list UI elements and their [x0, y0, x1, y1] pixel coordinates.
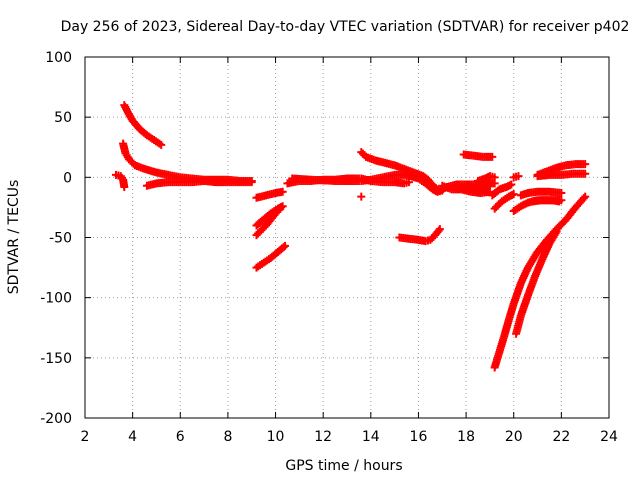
data-point: [157, 140, 166, 149]
data-point: [276, 204, 285, 213]
series-arc-4: [111, 170, 129, 191]
x-tick-label: 12: [314, 429, 332, 445]
x-axis-label: GPS time / hours: [285, 458, 402, 474]
x-tick-labels: 2 4 6 8 10 12 14 16 18 20 22 24: [81, 429, 618, 445]
data-point: [554, 197, 563, 206]
data-point: [281, 241, 290, 250]
x-tick-label: 4: [128, 429, 137, 445]
x-tick-label: 16: [410, 429, 428, 445]
y-tick-label: -100: [40, 291, 72, 307]
x-tick-label: 8: [223, 429, 232, 445]
series-arc-7: [252, 241, 290, 272]
data-point: [581, 192, 590, 201]
data-point: [507, 180, 516, 189]
series-arc-19: [459, 150, 497, 161]
data-point: [120, 182, 129, 191]
data-point: [581, 160, 590, 169]
x-tick-label: 2: [81, 429, 90, 445]
x-tick-label: 14: [362, 429, 380, 445]
y-axis-label: SDTVAR / TECUs: [6, 180, 22, 295]
x-tick-label: 22: [552, 429, 570, 445]
series-arc-8: [252, 187, 287, 202]
data-point: [485, 181, 494, 190]
data-point: [279, 243, 288, 252]
plot-frame: [84, 56, 610, 419]
data-point: [435, 225, 444, 234]
data-point: [581, 169, 590, 178]
data-point: [490, 173, 499, 182]
series-arc-28: [533, 169, 590, 181]
series-arc-18: [450, 181, 494, 194]
x-tick-label: 18: [457, 429, 475, 445]
x-tick-label: 10: [267, 429, 285, 445]
data-point: [579, 194, 588, 203]
series-arc-13: [357, 174, 413, 188]
data-point: [357, 192, 366, 201]
x-tick-label: 24: [600, 429, 618, 445]
series-arc-21: [488, 180, 516, 200]
series-arc-14: [357, 192, 366, 201]
y-tick-label: -150: [40, 351, 72, 367]
x-tick-label: 6: [176, 429, 185, 445]
data-point: [434, 226, 443, 235]
series-arc-20: [474, 172, 499, 185]
data-point: [514, 172, 523, 181]
series-arc-24: [516, 187, 566, 200]
data-point: [488, 152, 497, 161]
series-arc-1: [120, 101, 166, 149]
data-point: [509, 190, 518, 199]
series-arc-5: [252, 202, 287, 230]
series-arc-30: [512, 227, 561, 338]
grid-lines: [85, 57, 609, 418]
y-tick-label: 50: [54, 110, 72, 126]
y-tick-label: 0: [63, 170, 72, 186]
data-point: [278, 187, 287, 196]
y-tick-label: -50: [49, 231, 72, 247]
data-point: [247, 178, 256, 187]
x-tick-label: 20: [505, 429, 523, 445]
series-arc-15: [395, 225, 444, 246]
series-arc-12: [357, 170, 447, 196]
series-arc-3: [142, 176, 256, 190]
y-tick-labels: -200 -150 -100 -50 0 50 100: [40, 50, 72, 427]
axis-ticks: [84, 56, 610, 419]
data-point: [404, 178, 413, 187]
series-arc-6: [252, 204, 285, 240]
data-point: [557, 188, 566, 197]
series-arc-22: [490, 190, 518, 213]
series-arc-25: [509, 172, 523, 182]
data-points: [111, 101, 590, 372]
chart-title: Day 256 of 2023, Sidereal Day-to-day VTE…: [61, 19, 630, 35]
data-point: [274, 206, 283, 215]
data-point: [552, 227, 561, 236]
y-tick-label: -200: [40, 411, 72, 427]
y-tick-label: 100: [45, 50, 72, 66]
series-arc-26: [528, 196, 563, 206]
series-arc-29: [490, 192, 590, 372]
